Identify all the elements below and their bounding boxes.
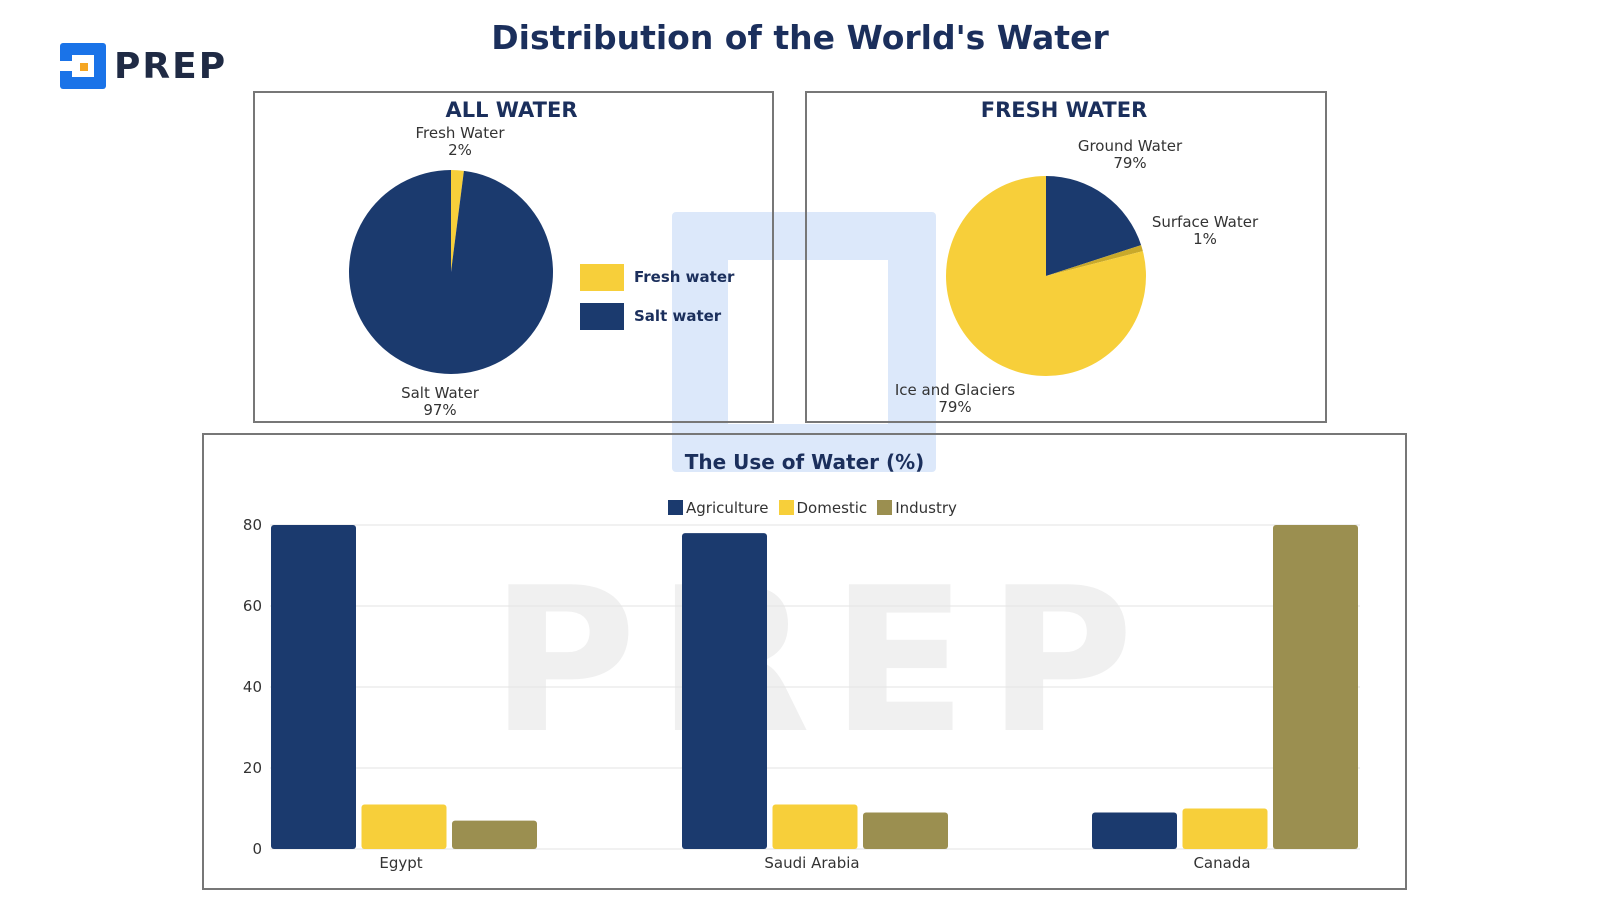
pie-slice-salt <box>349 170 554 375</box>
all-water-panel <box>253 91 774 423</box>
bar-industry <box>452 820 537 849</box>
pie-label-ground: Ground Water 79% <box>1077 137 1183 172</box>
pie-label-surface: Surface Water 1% <box>1151 213 1259 248</box>
legend-agriculture: Agriculture <box>668 499 769 517</box>
legend-swatch-salt <box>580 303 624 330</box>
bar-agriculture <box>682 533 767 849</box>
pie-slice-fresh <box>451 170 464 272</box>
legend-label-salt: Salt water <box>634 307 722 325</box>
fresh-water-title: FRESH WATER <box>980 98 1148 122</box>
all-water-title: ALL WATER <box>445 98 578 122</box>
y-tick-label: 0 <box>252 840 262 858</box>
prep-logo-icon <box>60 43 106 89</box>
bar-industry <box>1273 525 1358 849</box>
pie-label-salt: Salt Water 97% <box>401 384 479 419</box>
y-tick-label: 60 <box>243 597 262 615</box>
bar-domestic <box>772 804 858 849</box>
x-tick-label: Egypt <box>379 854 422 872</box>
bar-agriculture <box>1092 812 1177 849</box>
fresh-water-panel <box>805 91 1327 423</box>
bar-domestic <box>361 804 447 849</box>
legend-industry: Industry <box>877 499 957 517</box>
watermark-text: PREP <box>490 545 1154 778</box>
bar-industry <box>863 812 948 849</box>
watermark-logo <box>672 212 936 472</box>
bar-agriculture <box>271 525 356 849</box>
pie-slice-ground <box>1046 176 1142 276</box>
water-use-panel <box>202 433 1407 890</box>
pie-label-fresh: Fresh Water 2% <box>415 124 505 159</box>
prep-logo: PREP <box>60 43 227 89</box>
page-title: Distribution of the World's Water <box>491 18 1109 57</box>
legend-swatch-fresh <box>580 264 624 291</box>
bar-domestic <box>1182 808 1268 849</box>
legend-domestic: Domestic <box>778 499 867 517</box>
legend-label-fresh: Fresh water <box>634 268 735 286</box>
y-tick-label: 80 <box>243 516 262 534</box>
bar-legend: Agriculture Domestic Industry <box>668 499 957 517</box>
logo-text: PREP <box>114 45 228 87</box>
bar-chart-title: The Use of Water (%) <box>684 450 925 474</box>
pie-slice-ice <box>945 175 1146 376</box>
x-tick-label: Saudi Arabia <box>764 854 859 872</box>
y-tick-label: 20 <box>243 759 262 777</box>
pie-label-ice: Ice and Glaciers 79% <box>894 381 1016 416</box>
pie-slice-surface <box>1046 245 1143 276</box>
y-tick-label: 40 <box>243 678 262 696</box>
x-tick-label: Canada <box>1193 854 1250 872</box>
